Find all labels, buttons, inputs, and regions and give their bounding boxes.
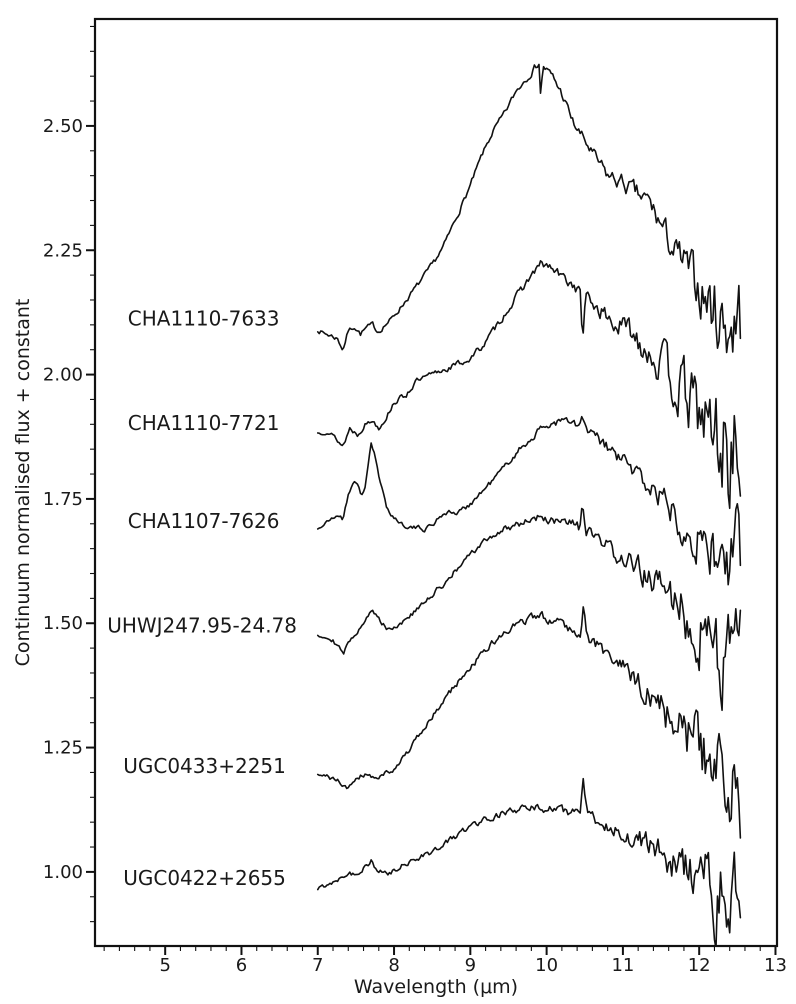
- x-tick-label: 13: [764, 955, 787, 976]
- y-tick-label: 2.25: [43, 240, 83, 261]
- spectrum-line-CHA1107-7626: [316, 415, 742, 586]
- x-axis-label: Wavelength (μm): [354, 976, 518, 998]
- tick-labels: 5 6 7 8 9 10 11 12 13 1.00 1.25 1.50 1.75 2.00 2.25 2.5…: [43, 116, 787, 976]
- y-tick-label: 1.25: [43, 738, 83, 759]
- series-label-UHWJ247.95-24.78: UHWJ247.95-24.78: [107, 614, 297, 638]
- y-tick-label: 2.50: [43, 116, 83, 137]
- x-tick-label: 5: [159, 955, 170, 976]
- series-label-CHA1107-7626: CHA1107-7626: [128, 509, 280, 533]
- x-tick-label: 7: [312, 955, 323, 976]
- x-tick-label: 6: [236, 955, 247, 976]
- series-label-UGC0422+2655: UGC0422+2655: [123, 866, 286, 890]
- spectrum-line-CHA1110-7633: [316, 63, 742, 354]
- plot-frame: [93, 17, 779, 948]
- series-label-CHA1110-7633: CHA1110-7633: [128, 306, 280, 330]
- x-tick-label: 9: [465, 955, 476, 976]
- series-label-UGC0433+2251: UGC0433+2251: [123, 754, 286, 778]
- y-tick-label: 1.75: [43, 489, 83, 510]
- series-labels: CHA1110-7633 CHA1110-7721 CHA1107-7626 UHWJ…: [107, 306, 297, 889]
- spectrum-line-UHWJ247.95-24.78: [316, 507, 742, 712]
- y-axis-label: Continuum normalised flux + constant: [12, 299, 34, 667]
- spectrum-line-UGC0422+2655: [316, 777, 742, 946]
- y-tick-label: 1.00: [43, 862, 83, 883]
- spectra-lines: [316, 63, 742, 946]
- x-tick-label: 10: [535, 955, 558, 976]
- x-tick-label: 8: [388, 955, 399, 976]
- y-tick-label: 2.00: [43, 365, 83, 386]
- x-tick-label: 12: [688, 955, 711, 976]
- x-tick-label: 11: [611, 955, 634, 976]
- spectrum-line-UGC0433+2251: [316, 606, 742, 839]
- series-label-CHA1110-7721: CHA1110-7721: [128, 411, 280, 435]
- y-tick-label: 1.50: [43, 613, 83, 634]
- spectrum-line-CHA1110-7721: [316, 260, 742, 510]
